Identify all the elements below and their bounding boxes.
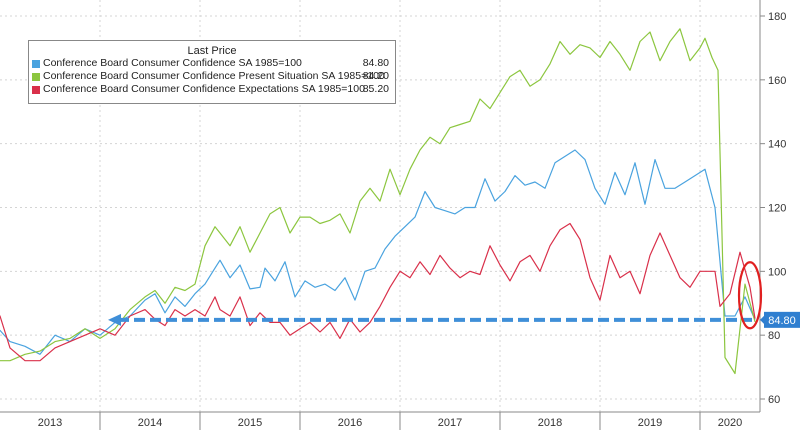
legend-label-expectations: Conference Board Consumer Confidence Exp… <box>43 83 365 95</box>
y-tick-label: 80 <box>768 330 780 342</box>
year-axis: 2013 2014 2015 2016 2017 2018 2019 2020 <box>0 411 760 430</box>
y-axis: 60 80 100 120 140 160 180 <box>759 0 786 412</box>
y-tick-label: 120 <box>768 203 786 215</box>
legend-entry-confidence: Conference Board Consumer Confidence SA … <box>29 57 395 70</box>
legend-swatch-confidence <box>32 60 40 68</box>
series-line-present-situation <box>0 28 756 375</box>
last-value-pointer <box>760 314 765 325</box>
x-tick-label: 2020 <box>718 417 742 429</box>
last-value-badge <box>764 311 800 328</box>
arrow-head <box>108 313 121 326</box>
legend-label-confidence: Conference Board Consumer Confidence SA … <box>43 57 302 69</box>
y-tick-label: 140 <box>768 139 786 151</box>
legend-value-expectations: 85.20 <box>362 83 389 95</box>
x-tick-label: 2018 <box>538 417 562 429</box>
legend-value-present-situation: 84.20 <box>362 70 389 82</box>
x-tick-label: 2015 <box>238 417 262 429</box>
x-tick-label: 2014 <box>138 417 162 429</box>
y-tick-label: 100 <box>768 266 786 278</box>
legend-value-confidence: 84.80 <box>362 57 389 69</box>
highlight-ellipse <box>737 261 763 330</box>
legend-swatch-present-situation <box>32 73 40 81</box>
legend-title: Last Price <box>187 45 237 57</box>
legend: Last Price Conference Board Consumer Con… <box>28 40 396 104</box>
y-tick-label: 180 <box>768 11 786 23</box>
x-tick-label: 2013 <box>38 417 62 429</box>
grid <box>0 0 760 412</box>
legend-entry-present-situation: Conference Board Consumer Confidence Pre… <box>29 70 395 83</box>
x-tick-label: 2017 <box>438 417 462 429</box>
legend-swatch-expectations <box>32 86 40 94</box>
legend-entry-expectations: Conference Board Consumer Confidence Exp… <box>29 83 395 96</box>
y-tick-label: 60 <box>768 394 780 406</box>
x-tick-label: 2016 <box>338 417 362 429</box>
legend-label-present-situation: Conference Board Consumer Confidence Pre… <box>43 70 385 82</box>
y-tick-label: 160 <box>768 75 786 87</box>
x-tick-label: 2019 <box>638 417 662 429</box>
series-line-expectations <box>0 222 756 362</box>
series-line-confidence <box>0 149 756 355</box>
last-value-label: 84.80 <box>768 315 796 327</box>
annotations: 84.80 <box>108 261 800 330</box>
